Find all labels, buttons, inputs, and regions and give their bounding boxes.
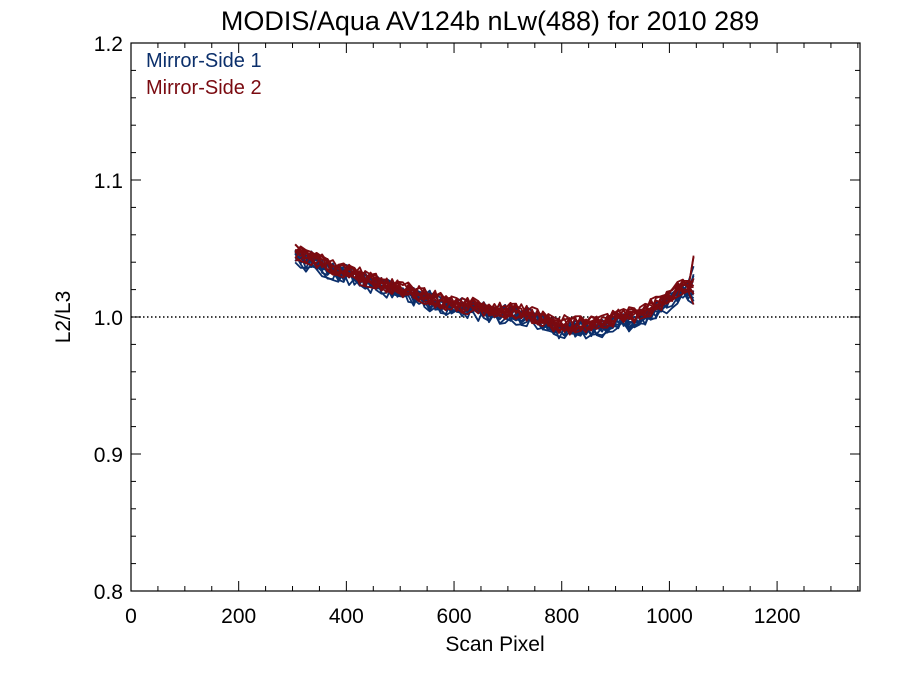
legend-mirror-side-2: Mirror-Side 2	[146, 77, 262, 99]
series-1-line	[294, 252, 694, 339]
plot-frame	[130, 42, 861, 592]
y-axis-label: L2/L3	[52, 291, 75, 344]
series-1	[294, 248, 695, 340]
x-tick-label: 800	[544, 605, 579, 628]
y-tick-label: 1.2	[94, 33, 123, 56]
chart-title: MODIS/Aqua AV124b nLw(488) for 2010 289	[221, 6, 759, 36]
x-tick-label: 600	[437, 605, 472, 628]
y-tick-label: 0.9	[94, 444, 123, 467]
series-2-line	[294, 245, 695, 332]
legend-mirror-side-1: Mirror-Side 1	[146, 50, 262, 72]
x-tick-label: 1200	[754, 605, 801, 628]
y-tick-label: 1.1	[94, 170, 123, 193]
series-2-line	[294, 243, 695, 332]
series-layer	[294, 243, 695, 340]
tick-marks	[130, 42, 860, 592]
x-tick-label: 0	[125, 605, 137, 628]
x-axis-label: Scan Pixel	[445, 633, 544, 656]
x-tick-label: 1000	[646, 605, 693, 628]
x-tick-label: 400	[329, 605, 364, 628]
y-tick-label: 1.0	[94, 307, 123, 330]
y-tick-labels: 0.8 0.9 1.0 1.1 1.2	[94, 33, 123, 604]
x-tick-label: 200	[221, 605, 256, 628]
x-tick-labels: 0 200 400 600 800 1000 1200	[125, 605, 800, 628]
y-tick-label: 0.8	[94, 581, 123, 604]
series-2	[294, 243, 695, 336]
legend: Mirror-Side 1 Mirror-Side 2	[146, 50, 262, 99]
